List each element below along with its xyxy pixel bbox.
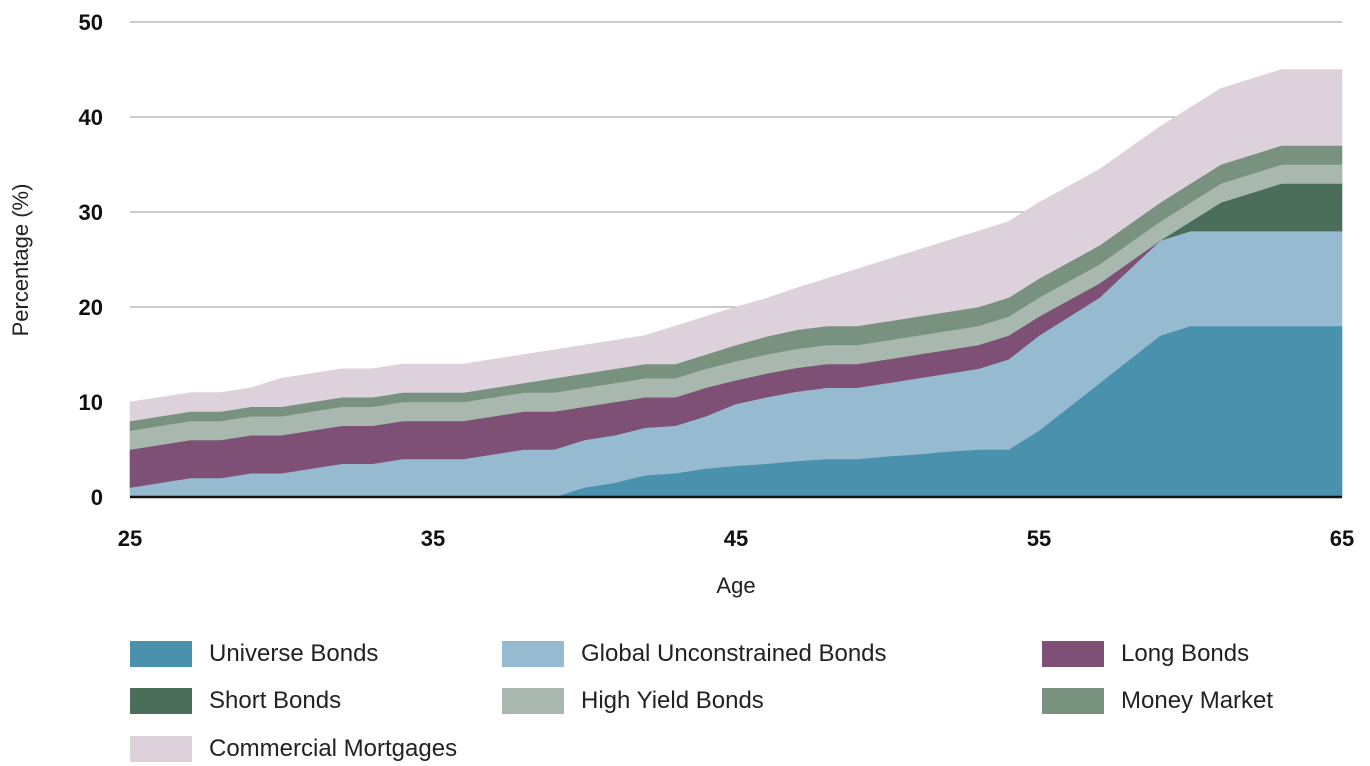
area-commercial-mortgages bbox=[129, 69, 1343, 422]
legend-label: Global Unconstrained Bonds bbox=[581, 640, 887, 667]
legend-label: Short Bonds bbox=[209, 687, 342, 714]
x-tick-label-65: 65 bbox=[1330, 526, 1354, 551]
legend-swatch bbox=[130, 641, 192, 667]
y-tick-label-20: 20 bbox=[79, 295, 103, 320]
legend-item: Commercial Mortgages bbox=[130, 735, 458, 762]
legend-item: Global Unconstrained Bonds bbox=[502, 640, 887, 667]
y-tick-label-0: 0 bbox=[91, 485, 103, 510]
legend-item: Long Bonds bbox=[1042, 640, 1250, 667]
y-tick-label-40: 40 bbox=[79, 105, 103, 130]
y-tick-label-30: 30 bbox=[79, 200, 103, 225]
legend-label: High Yield Bonds bbox=[581, 687, 764, 714]
legend-item: Money Market bbox=[1042, 687, 1274, 714]
legend-swatch bbox=[130, 688, 192, 714]
legend-swatch bbox=[502, 641, 564, 667]
y-tick-label-50: 50 bbox=[79, 10, 103, 35]
legend-label: Commercial Mortgages bbox=[209, 735, 458, 762]
legend-swatch bbox=[1042, 641, 1104, 667]
legend-label: Money Market bbox=[1121, 687, 1274, 714]
series-areas bbox=[129, 69, 1343, 498]
legend-item: Short Bonds bbox=[130, 687, 342, 714]
y-axis-title: Percentage (%) bbox=[8, 184, 33, 337]
x-tick-label-25: 25 bbox=[118, 526, 142, 551]
legend-swatch bbox=[502, 688, 564, 714]
legend-label: Long Bonds bbox=[1121, 640, 1250, 667]
legend: Universe Bonds Global Unconstrained Bonds… bbox=[130, 640, 1350, 766]
x-tick-label-45: 45 bbox=[724, 526, 748, 551]
legend-swatch bbox=[130, 736, 192, 762]
x-axis-ticks: 25 35 45 55 65 bbox=[118, 526, 1354, 551]
legend-label: Universe Bonds bbox=[209, 640, 379, 667]
x-tick-label-55: 55 bbox=[1027, 526, 1051, 551]
stacked-area-chart: 0 10 20 30 40 50 25 35 45 55 65 Age Percentage (%… bbox=[8, 10, 1354, 598]
x-axis-title: Age bbox=[716, 573, 755, 598]
y-tick-label-10: 10 bbox=[79, 390, 103, 415]
x-tick-label-35: 35 bbox=[421, 526, 445, 551]
legend-item: Universe Bonds bbox=[130, 640, 379, 667]
legend-item: High Yield Bonds bbox=[502, 687, 764, 714]
y-axis-ticks: 0 10 20 30 40 50 bbox=[79, 10, 103, 510]
legend-swatch bbox=[1042, 688, 1104, 714]
